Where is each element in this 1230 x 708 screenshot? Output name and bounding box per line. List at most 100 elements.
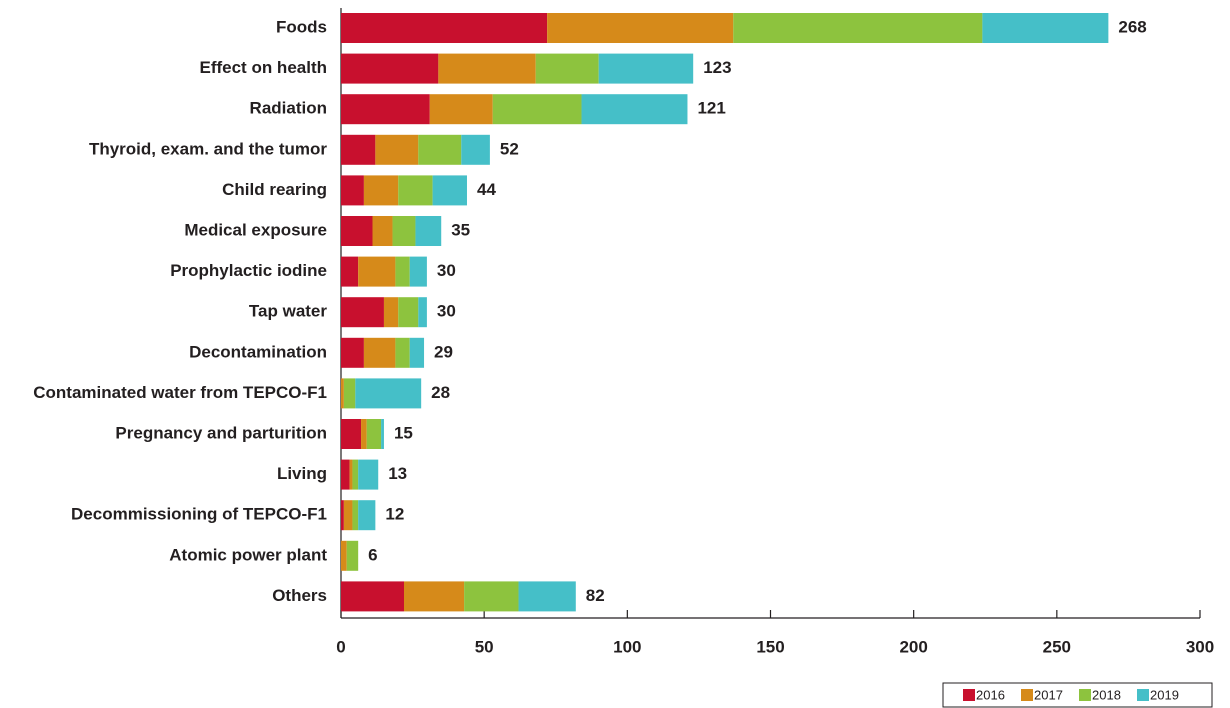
bar-segment xyxy=(343,500,353,531)
y-tick-label: Others xyxy=(272,586,327,605)
y-tick-label: Decommissioning of TEPCO-F1 xyxy=(71,505,327,524)
x-tick-label: 200 xyxy=(899,637,927,656)
bar-segment xyxy=(372,216,393,246)
bar-segment xyxy=(361,419,367,449)
bar-segment xyxy=(535,53,599,84)
bar-segment xyxy=(341,134,376,165)
y-tick-label: Decontamination xyxy=(189,342,327,361)
bar-segment xyxy=(363,175,399,206)
bar-segment xyxy=(409,256,427,287)
y-tick-label: Medical exposure xyxy=(184,220,327,239)
bar-segment xyxy=(341,500,344,531)
bar-segment xyxy=(418,134,462,165)
total-label: 29 xyxy=(434,342,453,361)
legend-label: 2016 xyxy=(976,687,1005,702)
x-tick-label: 250 xyxy=(1043,637,1071,656)
total-label: 35 xyxy=(451,220,470,239)
total-label: 44 xyxy=(477,180,496,199)
bar-segment xyxy=(395,337,410,368)
y-tick-label: Radiation xyxy=(250,99,327,118)
bar-segment xyxy=(358,256,396,287)
bar-segment xyxy=(341,297,384,328)
x-tick-label: 150 xyxy=(756,637,784,656)
bar-segment xyxy=(358,500,376,531)
total-label: 6 xyxy=(368,545,377,564)
legend-label: 2017 xyxy=(1034,687,1063,702)
y-tick-label: Effect on health xyxy=(199,58,327,77)
bar-segment xyxy=(358,459,379,490)
bar-segment xyxy=(598,53,694,84)
legend-label: 2019 xyxy=(1150,687,1179,702)
legend-swatch xyxy=(1021,689,1033,701)
bar-segment xyxy=(341,256,359,287)
bar-segment xyxy=(492,94,582,125)
y-tick-label: Pregnancy and parturition xyxy=(115,423,327,442)
total-label: 268 xyxy=(1118,17,1146,36)
bar-segment xyxy=(341,337,364,368)
bar-segment xyxy=(341,581,404,612)
total-label: 30 xyxy=(437,302,456,321)
total-label: 30 xyxy=(437,261,456,280)
bar-segment xyxy=(982,13,1109,43)
bar-segment xyxy=(343,378,356,409)
y-tick-label: Living xyxy=(277,464,327,483)
total-label: 123 xyxy=(703,58,731,77)
bar-segment xyxy=(352,459,359,490)
legend-label: 2018 xyxy=(1092,687,1121,702)
bar-segment xyxy=(341,216,373,246)
bar-segment xyxy=(461,134,490,165)
bar-segment xyxy=(341,459,350,490)
bar-segment xyxy=(341,53,439,84)
total-label: 52 xyxy=(500,139,519,158)
legend-swatch xyxy=(963,689,975,701)
bar-segment xyxy=(398,297,419,328)
x-tick-label: 0 xyxy=(336,637,345,656)
bar-segment xyxy=(366,419,382,449)
legend-box xyxy=(942,682,1213,708)
bar-segment xyxy=(403,581,465,612)
y-tick-label: Atomic power plant xyxy=(169,545,327,564)
bar-segment xyxy=(432,175,467,206)
bar-segment xyxy=(341,540,347,571)
bar-segment xyxy=(395,256,410,287)
y-tick-label: Thyroid, exam. and the tumor xyxy=(89,139,327,158)
bar-segment xyxy=(409,337,425,368)
bar-segment xyxy=(464,581,519,612)
total-label: 12 xyxy=(385,505,404,524)
bar-segment xyxy=(383,297,399,328)
total-label: 121 xyxy=(697,99,725,118)
bar-segment xyxy=(355,378,422,409)
bar-segment xyxy=(349,459,353,490)
bar-segment xyxy=(352,500,359,531)
total-label: 82 xyxy=(586,586,605,605)
x-tick-label: 100 xyxy=(613,637,641,656)
bar-segment xyxy=(418,297,427,328)
bar-segment xyxy=(438,53,536,84)
bar-segment xyxy=(341,13,548,43)
bar-segment xyxy=(547,13,734,43)
bar-segment xyxy=(581,94,688,125)
y-tick-label: Prophylactic iodine xyxy=(170,261,327,280)
bar-segment xyxy=(429,94,493,125)
legend-swatch xyxy=(1137,689,1149,701)
x-tick-label: 300 xyxy=(1186,637,1214,656)
total-label: 28 xyxy=(431,383,450,402)
bar-segment xyxy=(341,94,430,125)
bar-segment xyxy=(341,419,362,449)
x-tick-label: 50 xyxy=(475,637,494,656)
legend-swatch xyxy=(1079,689,1091,701)
total-label: 15 xyxy=(394,423,413,442)
bar-segment xyxy=(733,13,983,43)
y-tick-label: Tap water xyxy=(249,302,327,321)
bar-segment xyxy=(415,216,442,246)
total-label: 13 xyxy=(388,464,407,483)
bar-segment xyxy=(346,540,359,571)
bar-segment xyxy=(398,175,433,206)
y-tick-label: Foods xyxy=(276,17,327,36)
bar-segment xyxy=(341,378,344,409)
bar-segment xyxy=(363,337,396,368)
y-tick-label: Child rearing xyxy=(222,180,327,199)
bar-segment xyxy=(341,175,364,206)
bar-segment xyxy=(381,419,384,449)
